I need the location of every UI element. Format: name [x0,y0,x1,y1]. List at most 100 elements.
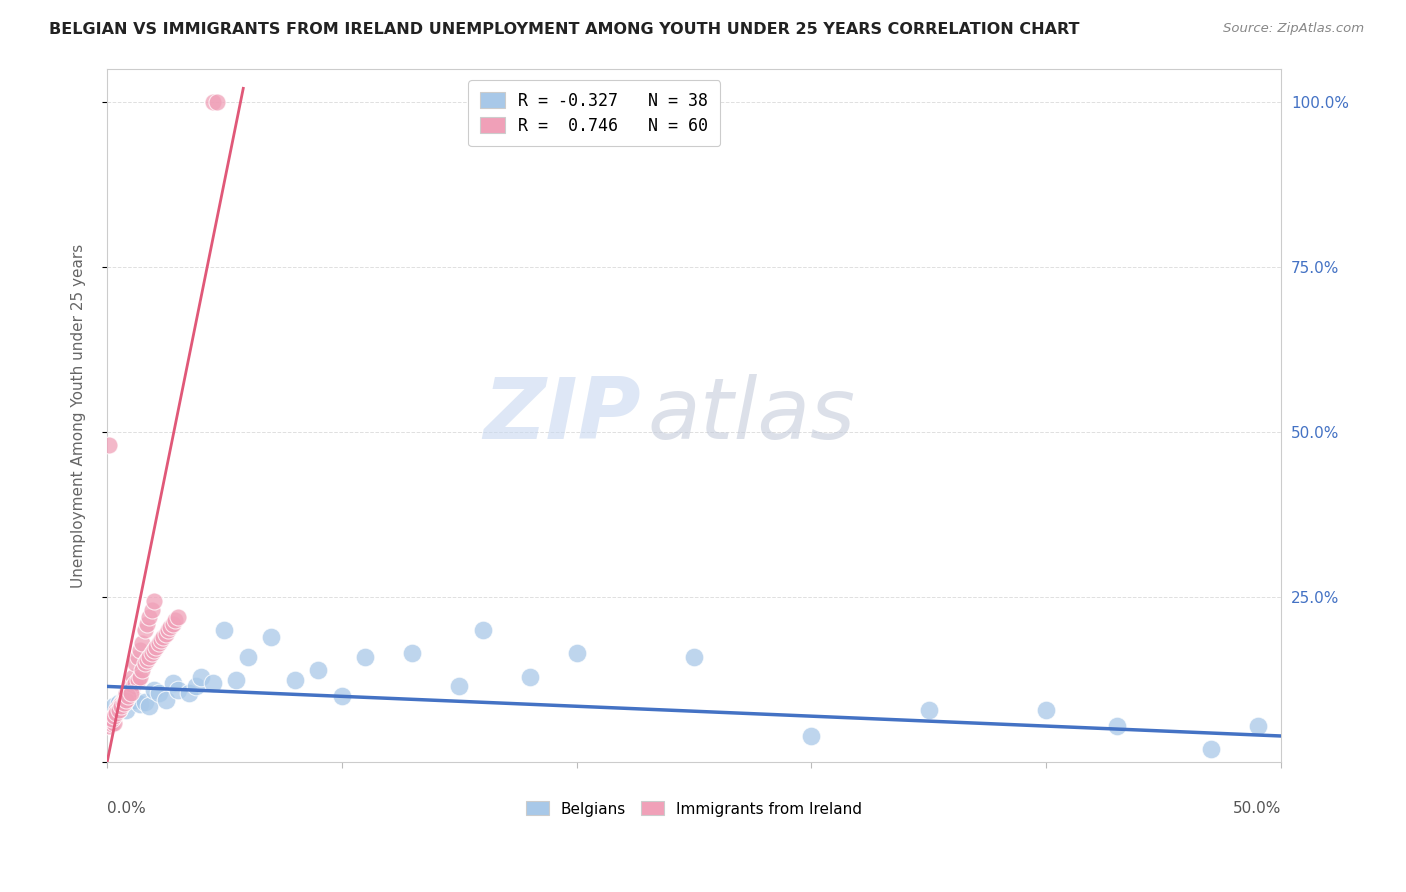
Point [1246,719,1268,733]
Point [98,438,121,452]
Point [117,690,139,704]
Point [98,715,121,730]
Point [112,692,135,706]
Point [110,699,132,714]
Point [683,649,706,664]
Point [105,706,128,720]
Point [471,624,494,638]
Point [120,682,142,697]
Point [141,647,163,661]
Point [354,649,377,664]
Point [152,630,174,644]
Point [159,620,181,634]
Text: atlas: atlas [647,374,855,457]
Point [800,729,823,743]
Point [284,673,307,687]
Point [131,636,153,650]
Point [155,692,177,706]
Point [162,676,184,690]
Point [214,624,236,638]
Point [120,690,142,704]
Point [108,702,131,716]
Point [112,695,135,709]
Point [103,709,125,723]
Point [186,680,208,694]
Point [112,696,135,710]
Point [157,624,180,638]
Y-axis label: Unemployment Among Youth under 25 years: Unemployment Among Youth under 25 years [72,244,86,588]
Point [136,653,159,667]
Point [1035,702,1057,716]
Point [120,676,142,690]
Point [122,680,145,694]
Point [401,647,423,661]
Point [260,630,283,644]
Point [519,669,541,683]
Point [103,699,125,714]
Point [166,610,188,624]
Point [115,702,138,716]
Point [134,657,156,671]
Point [918,702,941,716]
Point [190,669,212,683]
Point [1105,719,1128,733]
Point [143,593,166,607]
Point [148,636,170,650]
Point [165,613,187,627]
Text: 0.0%: 0.0% [107,801,146,815]
Point [108,699,131,714]
Text: ZIP: ZIP [484,374,641,457]
Point [129,698,152,712]
Point [122,669,145,683]
Point [143,643,166,657]
Text: BELGIAN VS IMMIGRANTS FROM IRELAND UNEMPLOYMENT AMONG YOUTH UNDER 25 YEARS CORRE: BELGIAN VS IMMIGRANTS FROM IRELAND UNEMP… [49,22,1080,37]
Point [108,702,131,716]
Point [110,696,132,710]
Point [179,686,201,700]
Point [120,686,142,700]
Point [117,682,139,697]
Point [138,610,160,624]
Point [134,624,156,638]
Point [1199,742,1222,756]
Point [155,626,177,640]
Point [449,680,471,694]
Point [115,686,138,700]
Point [136,616,159,631]
Point [127,649,149,664]
Point [129,643,152,657]
Point [127,673,149,687]
Point [103,709,125,723]
Point [145,640,167,654]
Point [105,706,128,720]
Point [141,603,163,617]
Point [112,692,135,706]
Point [131,663,153,677]
Point [207,95,229,109]
Point [565,647,588,661]
Point [124,657,146,671]
Point [150,633,173,648]
Point [307,663,329,677]
Point [115,692,138,706]
Point [330,690,353,704]
Point [148,686,170,700]
Point [166,682,188,697]
Point [100,717,122,731]
Point [98,719,121,733]
Point [115,692,138,706]
Point [124,676,146,690]
Point [103,715,125,730]
Text: Source: ZipAtlas.com: Source: ZipAtlas.com [1223,22,1364,36]
Point [201,95,224,109]
Point [105,702,128,716]
Point [138,699,160,714]
Point [138,649,160,664]
Point [134,695,156,709]
Text: 50.0%: 50.0% [1233,801,1281,815]
Point [162,616,184,631]
Point [225,673,247,687]
Point [110,698,132,712]
Point [201,676,224,690]
Point [100,713,122,727]
